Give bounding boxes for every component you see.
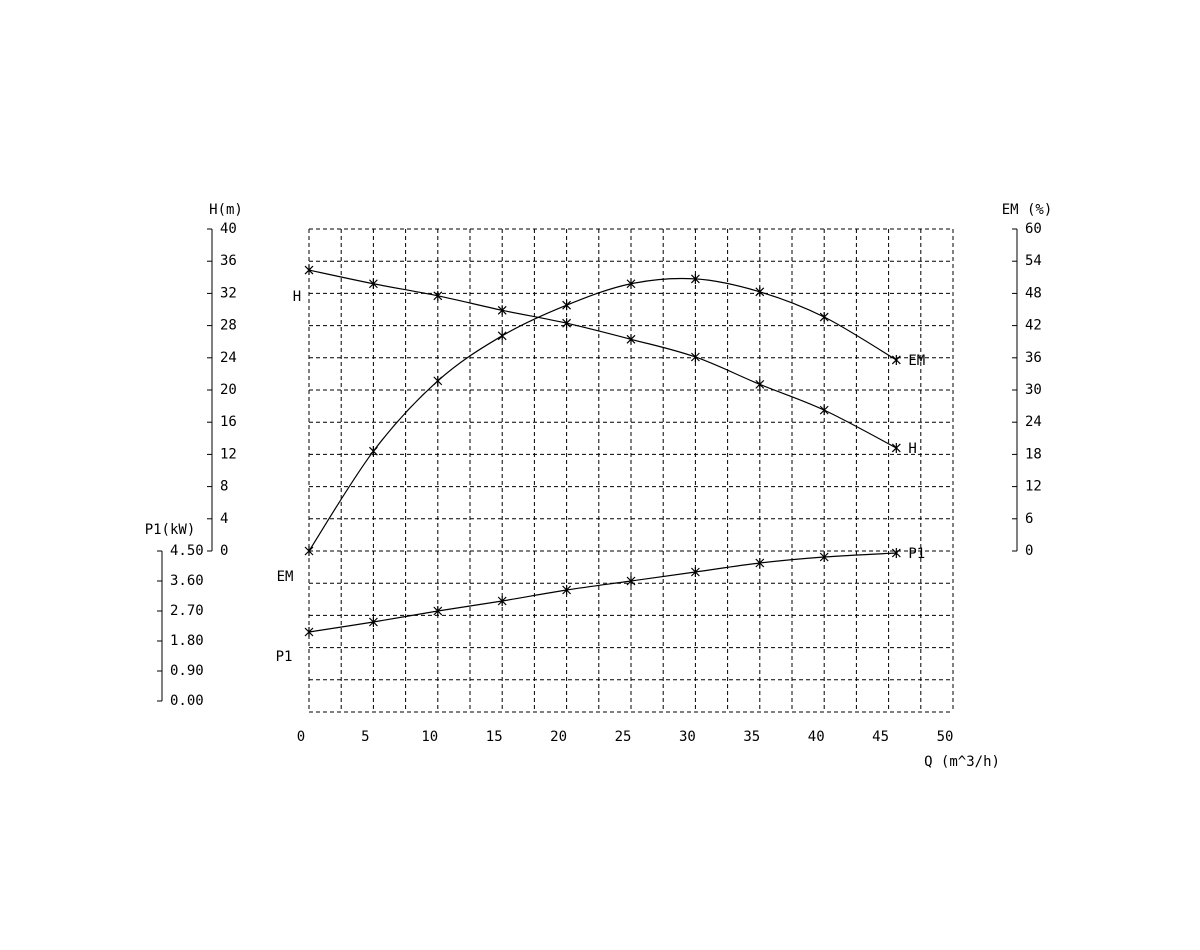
y2-axis-tick-label: 0 xyxy=(1025,543,1033,559)
y-axis-tick-label: 4 xyxy=(220,511,228,527)
marker xyxy=(562,318,572,329)
marker xyxy=(433,375,443,386)
marker xyxy=(304,265,314,276)
x-tick-label: 40 xyxy=(808,729,825,745)
marker xyxy=(755,558,765,568)
y2-axis-tick-label: 30 xyxy=(1025,382,1042,398)
curve-label: EM xyxy=(277,569,294,585)
y2-axis-tick-label: 36 xyxy=(1025,350,1042,366)
marker xyxy=(690,351,700,362)
marker xyxy=(819,312,829,323)
y-axis-tick-label: 12 xyxy=(220,446,237,462)
marker xyxy=(368,446,378,457)
y3-axis-tick-label: 1.80 xyxy=(170,633,204,649)
marker xyxy=(368,617,378,627)
marker xyxy=(819,405,829,416)
marker xyxy=(626,334,636,345)
y2-axis-tick-label: 12 xyxy=(1025,479,1042,495)
curve-label: P1 xyxy=(276,649,293,665)
marker xyxy=(755,379,765,390)
marker xyxy=(304,546,314,556)
y2-axis-tick-label: 60 xyxy=(1025,221,1042,237)
y2-axis-title: EM (%) xyxy=(1002,202,1053,218)
y-axis-tick-label: 36 xyxy=(220,253,237,269)
marker xyxy=(626,278,636,289)
marker xyxy=(497,305,507,316)
marker xyxy=(562,585,572,595)
y3-axis-title: P1(kW) xyxy=(145,522,196,538)
y-axis-tick-label: 40 xyxy=(220,221,237,237)
y-axis-tick-label: 16 xyxy=(220,414,237,430)
marker xyxy=(497,330,507,341)
x-tick-label: 10 xyxy=(421,729,438,745)
y3-axis-tick-label: 2.70 xyxy=(170,603,204,619)
x-tick-label: 25 xyxy=(615,729,632,745)
x-tick-label: 20 xyxy=(550,729,567,745)
marker xyxy=(304,627,314,637)
marker xyxy=(562,300,572,311)
y-axis-tick-label: 20 xyxy=(220,382,237,398)
x-tick-label: 5 xyxy=(361,729,369,745)
x-tick-label: 15 xyxy=(486,729,503,745)
curve-label: EM xyxy=(908,353,925,369)
curve-label: P1 xyxy=(908,546,925,562)
y3-axis-tick-label: 4.50 xyxy=(170,543,204,559)
marker xyxy=(433,606,443,616)
x-tick-label: 50 xyxy=(937,729,954,745)
y2-axis-tick-label: 18 xyxy=(1025,446,1042,462)
curve xyxy=(308,552,897,633)
x-tick-label: 35 xyxy=(743,729,760,745)
y-axis-tick-label: 24 xyxy=(220,350,237,366)
marker xyxy=(755,286,765,297)
x-tick-label: 30 xyxy=(679,729,696,745)
y-axis-tick-label: 8 xyxy=(220,479,228,495)
marker xyxy=(433,290,443,301)
x-tick-label: 0 xyxy=(297,729,305,745)
marker xyxy=(690,567,700,577)
curve xyxy=(308,269,897,449)
marker xyxy=(819,552,829,562)
y-axis-tick-label: 32 xyxy=(220,285,237,301)
y2-axis-tick-label: 6 xyxy=(1025,511,1033,527)
y2-axis-tick-label: 24 xyxy=(1025,414,1042,430)
y-axis-title: H(m) xyxy=(209,202,243,218)
y2-axis-tick-label: 48 xyxy=(1025,285,1042,301)
y2-axis-tick-label: 42 xyxy=(1025,318,1042,334)
marker xyxy=(690,273,700,284)
marker xyxy=(891,548,901,558)
y3-axis-tick-label: 3.60 xyxy=(170,573,204,589)
marker xyxy=(497,596,507,606)
y3-axis-tick-label: 0.00 xyxy=(170,693,204,709)
y3-axis-tick-label: 0.90 xyxy=(170,663,204,679)
x-axis-title: Q (m^3/h) xyxy=(924,754,1000,770)
y2-axis-tick-label: 54 xyxy=(1025,253,1042,269)
curve-label: H xyxy=(908,441,916,457)
curve-label: H xyxy=(293,289,301,305)
marker xyxy=(891,354,901,365)
marker xyxy=(626,576,636,586)
marker xyxy=(891,442,901,453)
curve xyxy=(308,277,897,552)
y-axis-tick-label: 28 xyxy=(220,318,237,334)
x-tick-label: 45 xyxy=(872,729,889,745)
y-axis-tick-label: 0 xyxy=(220,543,228,559)
marker xyxy=(368,278,378,289)
